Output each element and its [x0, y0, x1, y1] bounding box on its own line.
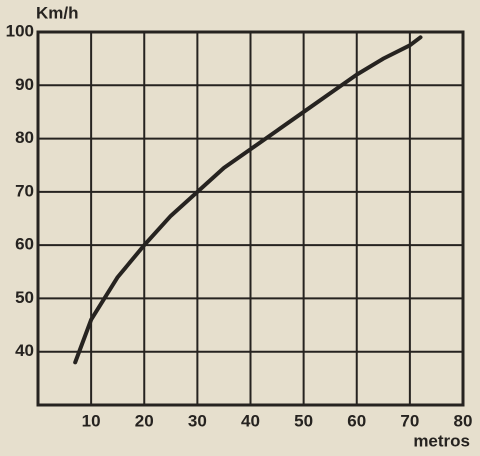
y-tick-label: 80	[15, 128, 34, 147]
x-tick-label: 40	[241, 411, 260, 430]
x-tick-label: 10	[82, 411, 101, 430]
y-tick-label: 50	[15, 288, 34, 307]
y-tick-label: 70	[15, 181, 34, 200]
y-axis-label: Km/h	[36, 3, 79, 22]
x-axis-label: metros	[413, 431, 470, 450]
y-tick-label: 60	[15, 235, 34, 254]
x-tick-label: 60	[347, 411, 366, 430]
x-tick-label: 20	[135, 411, 154, 430]
data-line	[73, 35, 423, 365]
x-tick-label: 30	[188, 411, 207, 430]
x-tick-label: 50	[294, 411, 313, 430]
x-tick-label: 80	[454, 411, 473, 430]
y-tick-label: 100	[6, 21, 34, 40]
y-tick-label: 90	[15, 75, 34, 94]
y-tick-label: 40	[15, 341, 34, 360]
x-tick-label: 70	[400, 411, 419, 430]
